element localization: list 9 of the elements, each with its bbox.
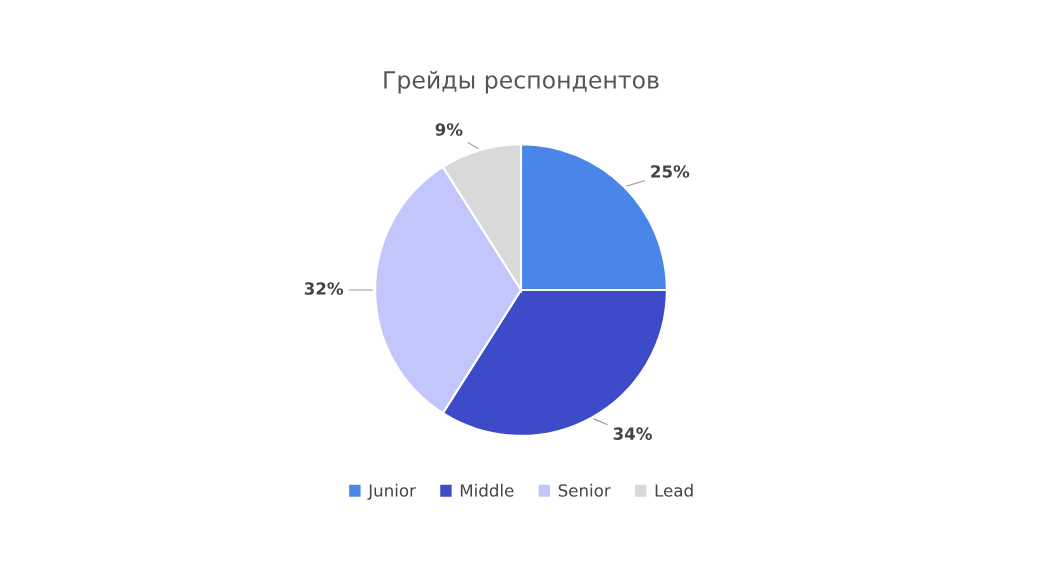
- legend-label: Middle: [460, 483, 514, 497]
- data-label: 9%: [435, 123, 463, 136]
- data-label: 25%: [651, 165, 690, 178]
- chart-title: Грейды респондентов: [384, 70, 659, 94]
- legend-label: Junior: [367, 483, 416, 500]
- data-label: 34%: [613, 427, 652, 440]
- legend-label: Senior: [558, 483, 611, 497]
- data-label: 32%: [304, 282, 344, 295]
- legend-label: Lead: [655, 483, 693, 497]
